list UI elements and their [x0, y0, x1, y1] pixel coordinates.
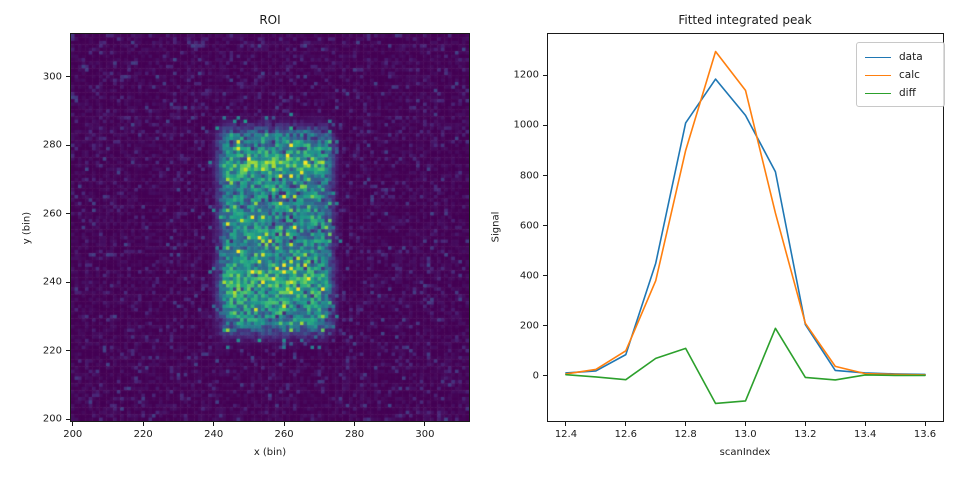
left-plot-spines — [70, 33, 470, 422]
y-tick-mark — [543, 275, 547, 277]
y-tick-mark — [543, 124, 547, 126]
right-plot-xlabel: scanIndex — [719, 447, 771, 458]
x-tick-mark — [72, 422, 74, 426]
x-tick-label: 13.0 — [734, 429, 757, 440]
y-tick-mark — [66, 213, 70, 215]
legend-item-calc: calc — [865, 66, 936, 84]
legend-label: data — [899, 50, 923, 63]
legend-line-sample-calc — [865, 74, 891, 76]
y-tick-label: 280 — [42, 139, 62, 151]
x-tick-label: 300 — [415, 429, 435, 440]
x-tick-mark — [864, 422, 866, 426]
x-tick-mark — [354, 422, 356, 426]
x-tick-mark — [685, 422, 687, 426]
right-plot-spines — [547, 33, 944, 422]
x-tick-mark — [804, 422, 806, 426]
y-tick-mark — [66, 281, 70, 283]
legend-item-data: data — [865, 48, 936, 66]
y-tick-mark — [543, 325, 547, 327]
y-tick-label: 0 — [532, 370, 539, 382]
y-tick-label: 240 — [42, 276, 62, 288]
x-tick-mark — [924, 422, 926, 426]
fitted-peak-line-chart — [565, 50, 926, 405]
legend-label: diff — [899, 86, 916, 99]
x-tick-label: 13.6 — [913, 429, 937, 440]
y-tick-label: 800 — [519, 170, 539, 182]
left-plot-xlabel: x (bin) — [253, 447, 287, 458]
legend-item-diff: diff — [865, 84, 936, 102]
left-plot-title: ROI — [259, 13, 281, 27]
x-tick-mark — [625, 422, 627, 426]
y-tick-label: 200 — [519, 320, 539, 332]
x-tick-mark — [565, 422, 567, 426]
x-tick-mark — [283, 422, 285, 426]
y-tick-label: 260 — [42, 208, 62, 220]
y-tick-label: 400 — [519, 270, 539, 282]
x-tick-label: 260 — [274, 429, 294, 440]
x-tick-label: 240 — [204, 429, 224, 440]
x-tick-label: 12.4 — [554, 429, 578, 440]
y-tick-label: 1200 — [513, 69, 539, 81]
series-line-diff — [565, 327, 926, 405]
y-tick-label: 200 — [42, 413, 62, 425]
x-tick-mark — [142, 422, 144, 426]
roi-heatmap-image — [71, 34, 469, 421]
y-tick-mark — [543, 225, 547, 227]
legend-line-sample-diff — [865, 92, 891, 94]
y-tick-mark — [66, 144, 70, 146]
x-tick-mark — [213, 422, 215, 426]
y-tick-label: 220 — [42, 345, 62, 357]
y-tick-label: 1000 — [513, 119, 539, 131]
y-tick-mark — [543, 375, 547, 377]
x-tick-mark — [424, 422, 426, 426]
x-tick-label: 13.2 — [794, 429, 817, 440]
legend-line-sample-data — [865, 56, 891, 58]
series-line-calc — [565, 50, 926, 376]
series-line-data — [565, 78, 926, 376]
right-plot-title: Fitted integrated peak — [678, 13, 812, 27]
y-tick-mark — [66, 350, 70, 352]
y-tick-label: 300 — [42, 71, 62, 83]
x-tick-label: 13.4 — [854, 429, 877, 440]
y-tick-mark — [543, 175, 547, 177]
x-tick-label: 220 — [133, 429, 153, 440]
left-plot-ylabel: y (bin) — [21, 211, 33, 245]
y-tick-mark — [543, 74, 547, 76]
legend: data calc diff — [856, 42, 945, 107]
y-tick-mark — [66, 76, 70, 78]
legend-label: calc — [899, 68, 920, 81]
y-tick-mark — [66, 418, 70, 420]
x-tick-label: 280 — [344, 429, 365, 440]
right-plot-ylabel: Signal — [490, 211, 502, 243]
x-tick-label: 200 — [63, 429, 83, 440]
x-tick-mark — [745, 422, 746, 426]
y-tick-label: 600 — [519, 220, 539, 232]
x-tick-label: 12.6 — [614, 429, 637, 440]
x-tick-label: 12.8 — [674, 429, 697, 440]
